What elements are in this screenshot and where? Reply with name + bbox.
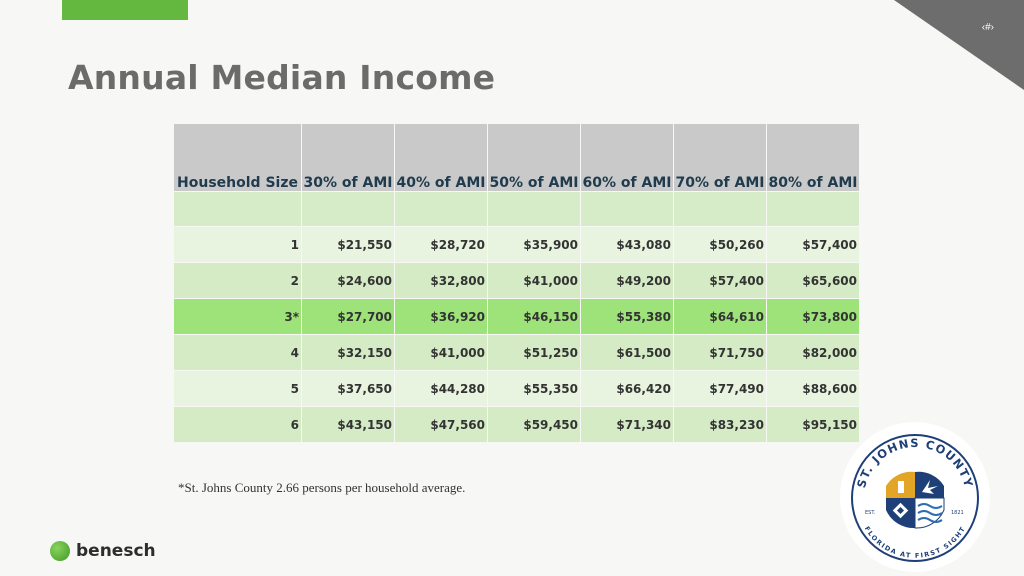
ami-70-cell: $83,230 [674,407,766,442]
ami-80-cell: $88,600 [767,371,859,406]
ami-60-cell: $43,080 [581,227,673,262]
household-size-cell: 5 [174,371,301,406]
seal-shield [886,471,945,529]
ami-40-cell: $28,720 [395,227,487,262]
ami-50-cell: $41,000 [488,263,580,298]
col-header-80-ami: 80% of AMI [767,124,859,191]
footnote: *St. Johns County 2.66 persons per house… [178,480,466,495]
ami-50-cell: $46,150 [488,299,580,334]
ami-80-cell: $95,150 [767,407,859,442]
ami-50-cell: $59,450 [488,407,580,442]
ami-40-cell: $32,800 [395,263,487,298]
ami-70-cell: $50,260 [674,227,766,262]
spacer-cell [767,192,859,226]
ami-table: Household Size 30% of AMI 40% of AMI 50%… [173,123,860,443]
col-header-70-ami: 70% of AMI [674,124,766,191]
ami-30-cell: $27,700 [302,299,394,334]
col-header-60-ami: 60% of AMI [581,124,673,191]
corner-decoration [894,0,1024,90]
st-johns-county-seal-icon: ST. JOHNS COUNTY FLORIDA AT FIRST SIGHT … [851,434,979,562]
seal-est-label: EST. [865,510,876,516]
county-seal: ST. JOHNS COUNTY FLORIDA AT FIRST SIGHT … [820,420,1020,576]
ami-60-cell: $71,340 [581,407,673,442]
table-spacer-row [174,192,859,226]
table-row-highlighted: 3* $27,700 $36,920 $46,150 $55,380 $64,6… [174,299,859,334]
ami-50-cell: $51,250 [488,335,580,370]
slide-number: ‹#› [981,22,994,33]
col-header-50-ami: 50% of AMI [488,124,580,191]
ami-40-cell: $36,920 [395,299,487,334]
ami-60-cell: $61,500 [581,335,673,370]
col-header-30-ami: 30% of AMI [302,124,394,191]
spacer-cell [302,192,394,226]
ami-70-cell: $57,400 [674,263,766,298]
household-size-cell: 6 [174,407,301,442]
table-row: 4 $32,150 $41,000 $51,250 $61,500 $71,75… [174,335,859,370]
ami-80-cell: $65,600 [767,263,859,298]
spacer-cell [395,192,487,226]
ami-50-cell: $35,900 [488,227,580,262]
ami-40-cell: $41,000 [395,335,487,370]
benesch-logo-icon [50,541,70,561]
ami-40-cell: $47,560 [395,407,487,442]
ami-60-cell: $55,380 [581,299,673,334]
household-size-cell: 2 [174,263,301,298]
ami-70-cell: $77,490 [674,371,766,406]
table-header-row: Household Size 30% of AMI 40% of AMI 50%… [174,124,859,191]
household-size-cell: 1 [174,227,301,262]
household-size-cell: 4 [174,335,301,370]
ami-30-cell: $37,650 [302,371,394,406]
spacer-cell [581,192,673,226]
table-row: 2 $24,600 $32,800 $41,000 $49,200 $57,40… [174,263,859,298]
ami-40-cell: $44,280 [395,371,487,406]
ami-70-cell: $64,610 [674,299,766,334]
col-header-household-size: Household Size [174,124,301,191]
ami-30-cell: $32,150 [302,335,394,370]
ami-60-cell: $66,420 [581,371,673,406]
household-size-cell: 3* [174,299,301,334]
spacer-cell [174,192,301,226]
col-header-40-ami: 40% of AMI [395,124,487,191]
page-title: Annual Median Income [68,58,496,97]
table-row: 6 $43,150 $47,560 $59,450 $71,340 $83,23… [174,407,859,442]
spacer-cell [488,192,580,226]
benesch-logo: benesch [50,541,156,561]
ami-80-cell: $57,400 [767,227,859,262]
ami-60-cell: $49,200 [581,263,673,298]
seal-year-label: 1821 [951,510,964,516]
ami-30-cell: $21,550 [302,227,394,262]
ami-80-cell: $73,800 [767,299,859,334]
ami-30-cell: $43,150 [302,407,394,442]
ami-80-cell: $82,000 [767,335,859,370]
table-row: 1 $21,550 $28,720 $35,900 $43,080 $50,26… [174,227,859,262]
ami-50-cell: $55,350 [488,371,580,406]
benesch-logo-text: benesch [76,541,156,561]
header-accent-bar [62,0,188,20]
ami-70-cell: $71,750 [674,335,766,370]
spacer-cell [674,192,766,226]
table-row: 5 $37,650 $44,280 $55,350 $66,420 $77,49… [174,371,859,406]
ami-30-cell: $24,600 [302,263,394,298]
